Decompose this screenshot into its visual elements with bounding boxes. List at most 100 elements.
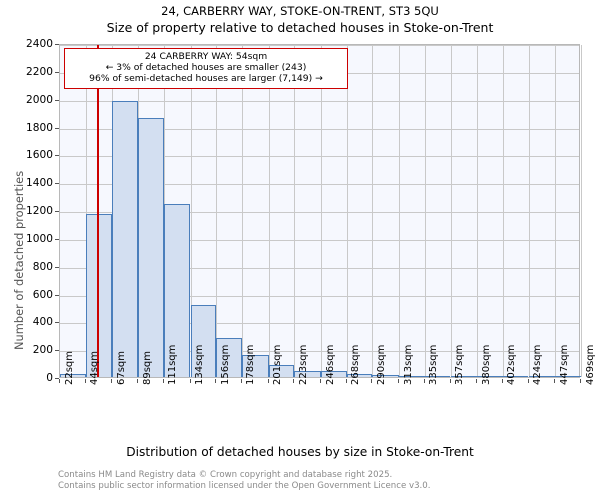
- gridline-vertical: [85, 45, 87, 377]
- histogram-bar: [294, 370, 322, 377]
- gridline-horizontal: [60, 212, 579, 213]
- histogram-bar: [450, 375, 478, 377]
- x-axis-tick-mark: [554, 379, 556, 383]
- annotation-line-3: 96% of semi-detached houses are larger (…: [89, 73, 323, 85]
- y-axis-tick-label: 0: [46, 372, 53, 384]
- x-axis-tick-label: 223sqm: [297, 344, 309, 385]
- gridline-vertical: [477, 45, 479, 377]
- y-axis-tick-label: 1200: [26, 205, 53, 217]
- x-axis-tick-label: 111sqm: [167, 344, 179, 385]
- y-axis-tick-label: 400: [32, 316, 53, 329]
- y-axis-tick-label: 1800: [26, 121, 53, 134]
- x-axis-tick-mark: [162, 379, 164, 383]
- footer-attribution: Contains HM Land Registry data © Crown c…: [58, 470, 430, 491]
- y-axis-tick-label: 2400: [26, 38, 53, 50]
- x-axis-tick-label: 268sqm: [350, 344, 362, 385]
- annotation-line-2: ← 3% of detached houses are smaller (243…: [105, 62, 307, 74]
- x-axis-tick-mark: [84, 379, 86, 383]
- x-axis-tick-mark: [267, 379, 269, 383]
- gridline-horizontal: [60, 323, 579, 325]
- histogram-bar: [268, 365, 295, 377]
- y-axis-tick-label: 2000: [26, 93, 53, 106]
- x-axis-tick-label: 134sqm: [194, 344, 205, 385]
- gridline-vertical: [268, 45, 270, 377]
- gridline-horizontal: [60, 45, 579, 46]
- page-title: 24, CARBERRY WAY, STOKE-ON-TRENT, ST3 5Q…: [161, 4, 439, 18]
- x-axis-tick-mark: [527, 379, 529, 383]
- y-axis-tick-label: 800: [32, 260, 53, 273]
- x-axis-tick-label: 424sqm: [532, 344, 544, 385]
- gridline-vertical: [216, 45, 218, 377]
- gridline-vertical: [190, 45, 192, 377]
- x-axis-tick-label: 178sqm: [245, 344, 257, 385]
- histogram-bar: [528, 375, 556, 377]
- histogram-bar: [112, 101, 138, 377]
- gridline-vertical: [555, 45, 557, 377]
- gridline-vertical: [294, 45, 296, 377]
- x-axis-tick-mark: [111, 379, 113, 383]
- gridline-horizontal: [60, 184, 579, 186]
- x-axis-tick-label: 156sqm: [219, 344, 231, 385]
- gridline-horizontal: [60, 239, 579, 241]
- x-axis-tick-label: 402sqm: [506, 344, 518, 385]
- x-axis-tick-label: 290sqm: [375, 344, 387, 385]
- y-axis-title: Number of detached properties: [12, 170, 26, 350]
- x-axis-tick-mark: [59, 379, 60, 383]
- x-axis-tick-label: 357sqm: [454, 344, 465, 385]
- x-axis-tick-mark: [476, 379, 478, 383]
- y-axis-tick-label: 1400: [26, 177, 53, 190]
- gridline-horizontal: [60, 156, 579, 158]
- histogram-bar: [60, 373, 86, 377]
- gridline-vertical: [450, 45, 452, 377]
- x-axis-tick-label: 201sqm: [272, 344, 284, 385]
- x-axis-tick-label: 22sqm: [63, 350, 75, 385]
- property-marker-line: [97, 45, 99, 377]
- x-axis-tick-mark: [189, 379, 191, 383]
- y-axis-tick-label: 1000: [26, 232, 53, 245]
- histogram-bar: [163, 204, 191, 377]
- gridline-vertical: [321, 45, 323, 377]
- gridline-horizontal: [60, 267, 579, 269]
- x-axis-tick-mark: [345, 379, 347, 383]
- histogram-bar: [321, 371, 347, 377]
- histogram-bar: [85, 213, 113, 377]
- histogram-bar: [502, 375, 529, 377]
- gridline-vertical: [241, 45, 243, 377]
- gridline-vertical: [581, 45, 582, 377]
- histogram-bar: [424, 375, 451, 377]
- gridline-horizontal: [60, 351, 579, 353]
- x-axis-tick-mark: [398, 379, 400, 383]
- y-axis-tick-label: 1600: [26, 149, 53, 162]
- histogram-bar: [372, 374, 400, 377]
- x-axis-tick-mark: [215, 379, 217, 383]
- gridline-horizontal: [60, 100, 579, 102]
- footer-line-2: Contains public sector information licen…: [58, 480, 431, 491]
- x-axis-title: Distribution of detached houses by size …: [126, 445, 474, 459]
- y-axis-tick-label: 200: [32, 344, 53, 357]
- gridline-vertical: [346, 45, 348, 377]
- histogram-bar: [216, 338, 242, 377]
- gridline-vertical: [424, 45, 426, 377]
- x-axis-tick-mark: [580, 379, 581, 383]
- x-axis-tick-label: 313sqm: [402, 344, 414, 385]
- gridline-horizontal: [60, 128, 579, 130]
- x-axis-tick-label: 246sqm: [324, 344, 336, 385]
- gridline-vertical: [528, 45, 530, 377]
- gridline-vertical: [502, 45, 504, 377]
- page-subtitle: Size of property relative to detached ho…: [106, 20, 494, 35]
- footer-line-1: Contains HM Land Registry data © Crown c…: [58, 470, 393, 480]
- x-axis-tick-mark: [137, 379, 139, 383]
- histogram-bar: [138, 118, 164, 377]
- x-axis-tick-mark: [501, 379, 503, 383]
- x-axis-tick-mark: [240, 379, 242, 383]
- gridline-vertical: [372, 45, 374, 377]
- y-axis-tick-label: 2200: [26, 65, 53, 78]
- gridline-vertical: [399, 45, 401, 377]
- gridline-horizontal: [60, 295, 579, 297]
- x-axis-tick-mark: [293, 379, 295, 383]
- annotation-line-1: 24 CARBERRY WAY: 54sqm: [144, 51, 268, 62]
- x-axis-tick-label: 67sqm: [115, 350, 127, 385]
- plot-area: [59, 44, 582, 378]
- histogram-bar: [555, 375, 581, 377]
